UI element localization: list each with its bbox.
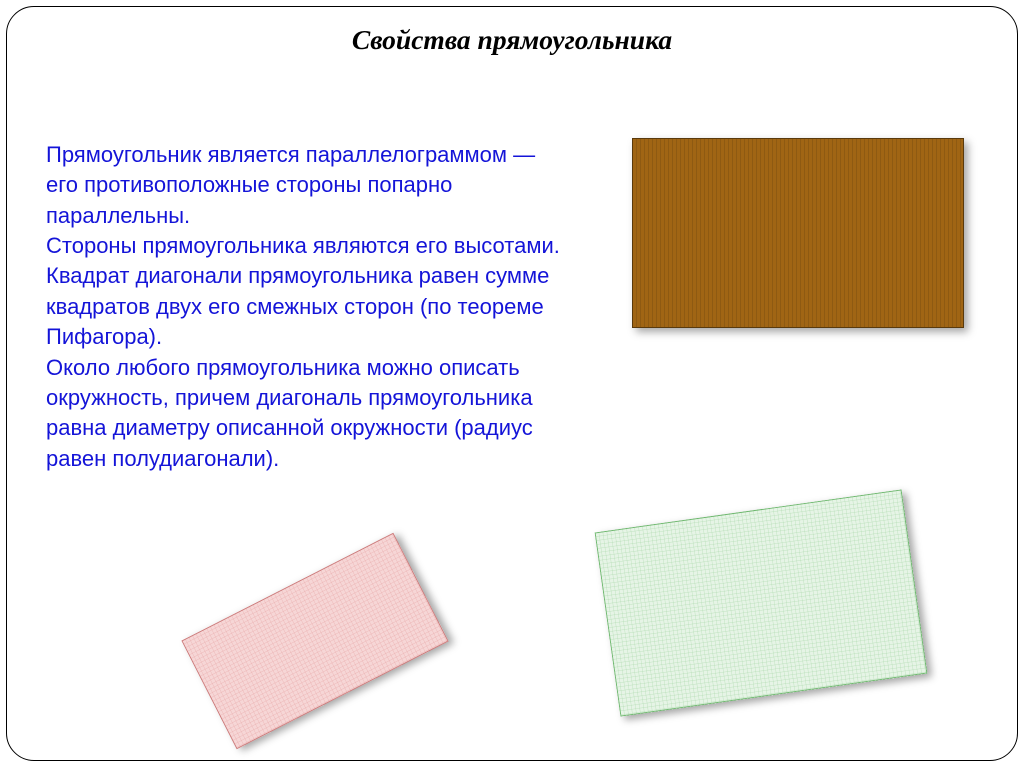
brown-rectangle-shape [632,138,964,328]
body-text: Прямоугольник является параллелограммом … [46,140,566,474]
slide-page: Свойства прямоугольника Прямоугольник яв… [0,0,1024,767]
slide-title: Свойства прямоугольника [0,24,1024,56]
brown-rectangle-svg [632,138,964,328]
